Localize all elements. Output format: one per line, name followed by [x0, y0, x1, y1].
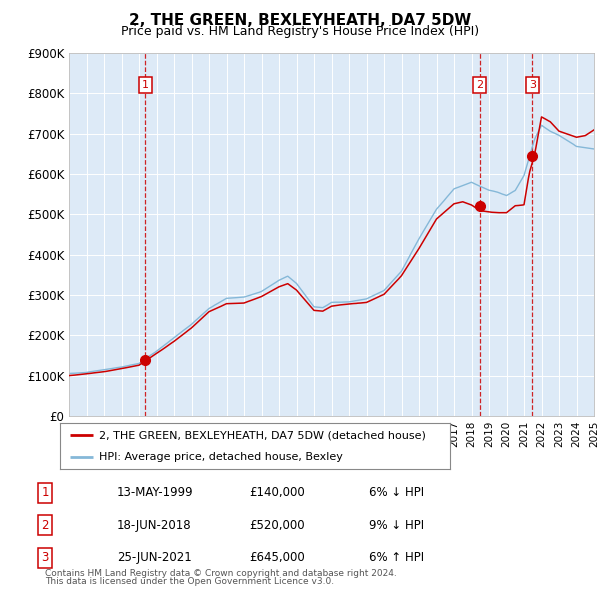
Text: £520,000: £520,000: [249, 519, 305, 532]
Text: 6% ↓ HPI: 6% ↓ HPI: [369, 486, 424, 499]
Text: 1: 1: [142, 80, 149, 90]
Text: 2, THE GREEN, BEXLEYHEATH, DA7 5DW: 2, THE GREEN, BEXLEYHEATH, DA7 5DW: [129, 13, 471, 28]
Text: 25-JUN-2021: 25-JUN-2021: [117, 551, 192, 564]
Text: 18-JUN-2018: 18-JUN-2018: [117, 519, 191, 532]
Text: 6% ↑ HPI: 6% ↑ HPI: [369, 551, 424, 564]
Text: 13-MAY-1999: 13-MAY-1999: [117, 486, 194, 499]
Text: 3: 3: [41, 551, 49, 564]
Text: 2: 2: [476, 80, 483, 90]
Text: 2: 2: [41, 519, 49, 532]
Text: 9% ↓ HPI: 9% ↓ HPI: [369, 519, 424, 532]
Text: 3: 3: [529, 80, 536, 90]
Text: Contains HM Land Registry data © Crown copyright and database right 2024.: Contains HM Land Registry data © Crown c…: [45, 569, 397, 578]
Text: HPI: Average price, detached house, Bexley: HPI: Average price, detached house, Bexl…: [99, 451, 343, 461]
Text: £140,000: £140,000: [249, 486, 305, 499]
Text: 1: 1: [41, 486, 49, 499]
Text: This data is licensed under the Open Government Licence v3.0.: This data is licensed under the Open Gov…: [45, 577, 334, 586]
Text: 2, THE GREEN, BEXLEYHEATH, DA7 5DW (detached house): 2, THE GREEN, BEXLEYHEATH, DA7 5DW (deta…: [99, 431, 426, 441]
Text: £645,000: £645,000: [249, 551, 305, 564]
Text: Price paid vs. HM Land Registry's House Price Index (HPI): Price paid vs. HM Land Registry's House …: [121, 25, 479, 38]
